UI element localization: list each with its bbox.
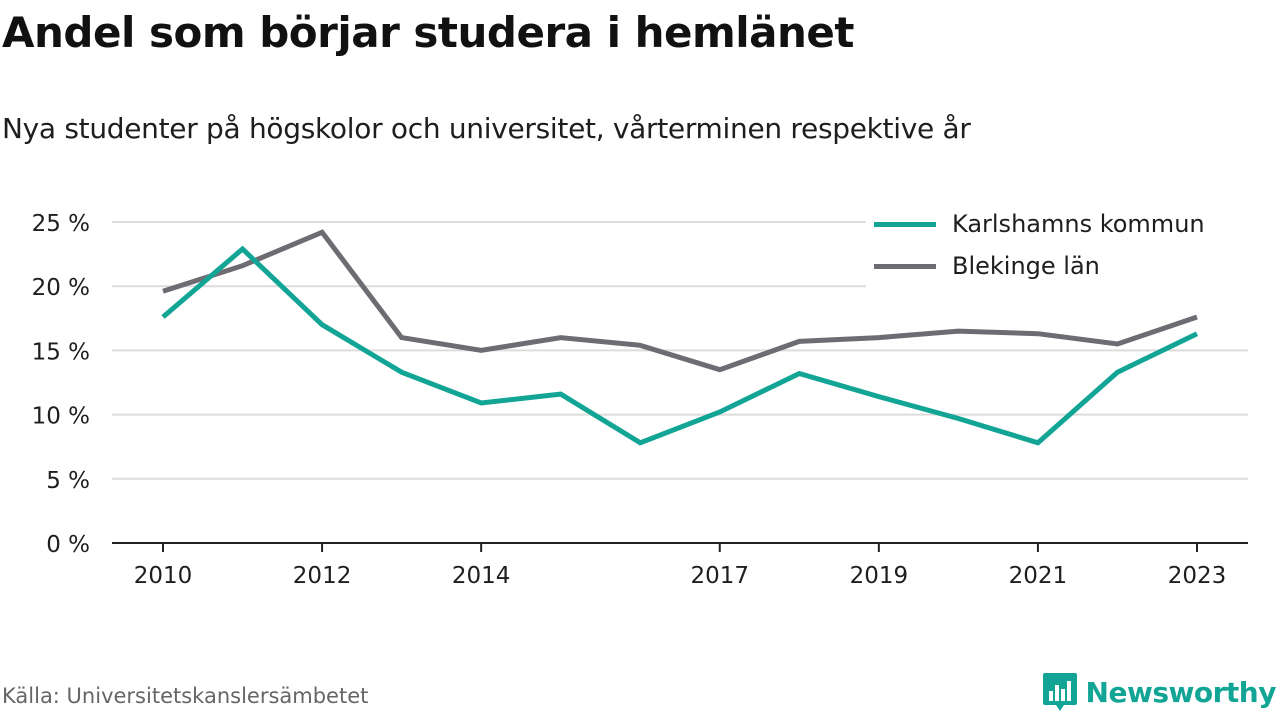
newsworthy-logo-icon xyxy=(1042,673,1077,711)
brand-name: Newsworthy xyxy=(1085,675,1277,709)
series-line-blekinge xyxy=(162,229,1198,373)
y-tick-label: 0 % xyxy=(46,532,90,558)
legend-label-blekinge: Blekinge län xyxy=(952,252,1100,280)
x-tick-label: 2019 xyxy=(850,563,909,589)
x-tick-label: 2010 xyxy=(134,563,193,589)
chart-subtitle: Nya studenter på högskolor och universit… xyxy=(2,112,971,145)
x-tick-label: 2021 xyxy=(1009,563,1068,589)
x-tick-label: 2012 xyxy=(293,563,352,589)
y-tick-label: 10 % xyxy=(32,404,90,430)
series-lines xyxy=(161,229,1199,446)
y-axis-ticks: 0 % 5 % 10 % 15 % 20 % 25 % xyxy=(32,211,90,558)
legend: Karlshamns kommun Blekinge län xyxy=(866,202,1248,288)
y-tick-label: 20 % xyxy=(32,275,90,301)
legend-item-karlshamn: Karlshamns kommun xyxy=(874,210,1205,238)
newsworthy-brand: Newsworthy xyxy=(1042,671,1277,713)
y-tick-label: 25 % xyxy=(32,211,90,237)
x-axis: 2010 2012 2014 2017 2019 2021 2023 xyxy=(112,542,1248,589)
y-tick-label: 5 % xyxy=(46,468,90,494)
legend-swatch-blekinge xyxy=(874,263,936,269)
legend-label-karlshamn: Karlshamns kommun xyxy=(952,210,1205,238)
series-line-karlshamn xyxy=(161,245,1199,446)
legend-item-blekinge: Blekinge län xyxy=(874,252,1100,280)
x-tick-label: 2017 xyxy=(690,563,749,589)
y-tick-label: 15 % xyxy=(32,339,90,365)
legend-swatch-karlshamn xyxy=(874,221,936,227)
source-note: Källa: Universitetskanslersämbetet xyxy=(2,684,369,708)
x-tick-label: 2014 xyxy=(452,563,511,589)
chart-title: Andel som börjar studera i hemlänet xyxy=(2,8,855,57)
x-tick-label: 2023 xyxy=(1168,563,1227,589)
